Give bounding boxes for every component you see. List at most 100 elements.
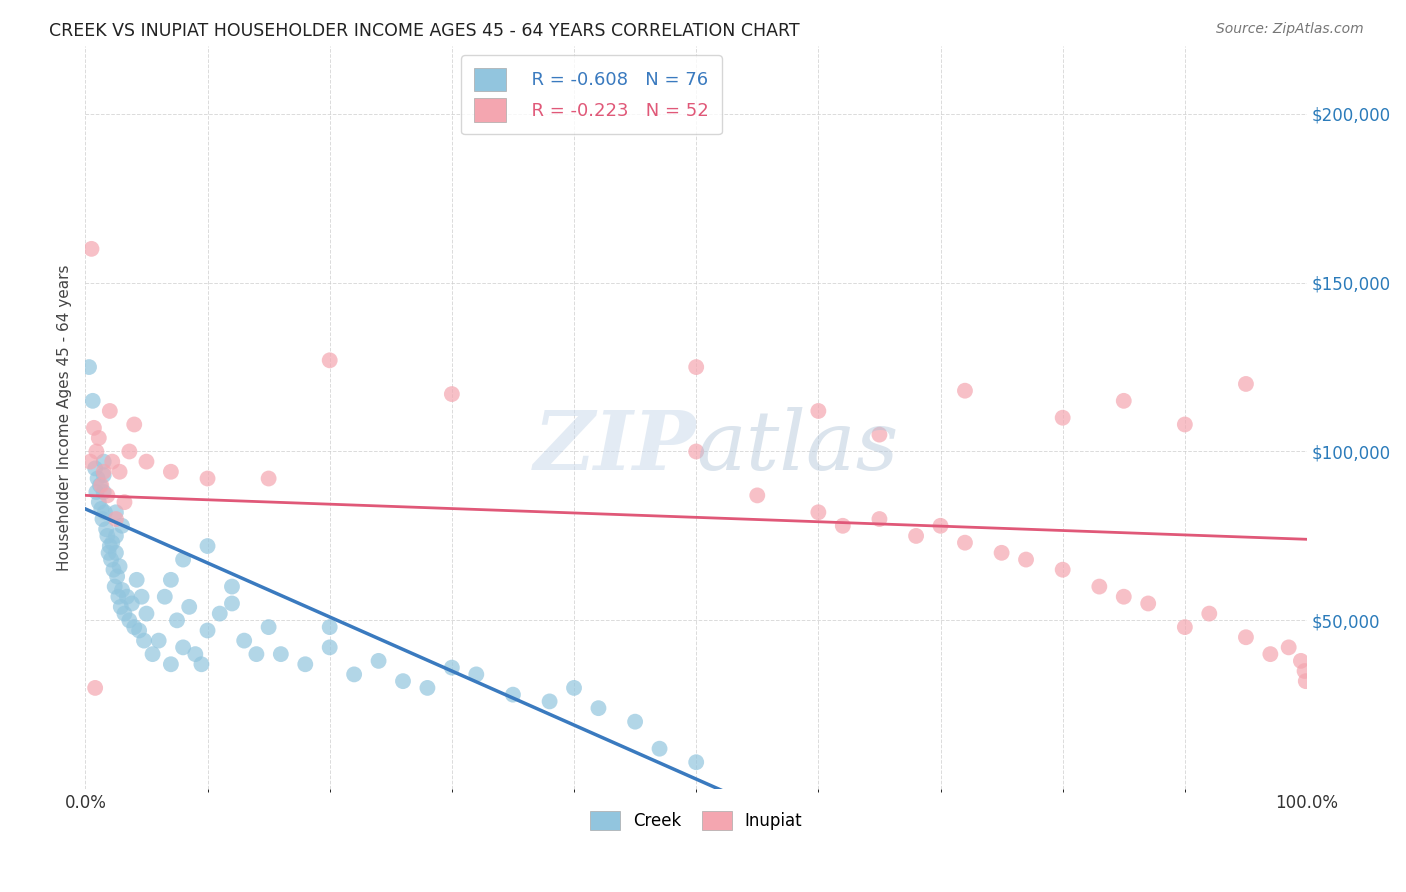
Text: atlas: atlas	[696, 408, 898, 487]
Point	[104, 512, 127, 526]
Point	[153, 590, 176, 604]
Point	[233, 633, 256, 648]
Point	[108, 465, 131, 479]
Point	[221, 597, 243, 611]
Point	[104, 546, 127, 560]
Point	[1137, 597, 1160, 611]
Point	[318, 353, 340, 368]
Point	[1015, 552, 1038, 566]
Point	[105, 569, 128, 583]
Point	[135, 455, 157, 469]
Point	[197, 471, 219, 485]
Point	[121, 597, 143, 611]
Point	[588, 701, 610, 715]
Point	[132, 633, 155, 648]
Point	[93, 468, 115, 483]
Point	[392, 674, 415, 689]
Point	[91, 512, 114, 526]
Point	[294, 657, 316, 672]
Point	[1112, 590, 1135, 604]
Point	[100, 552, 122, 566]
Point	[77, 360, 100, 375]
Point	[184, 647, 207, 661]
Point	[104, 529, 127, 543]
Point	[128, 624, 150, 638]
Point	[1234, 376, 1257, 391]
Point	[343, 667, 366, 681]
Point	[89, 478, 111, 492]
Point	[953, 384, 976, 398]
Point	[87, 431, 110, 445]
Point	[80, 242, 103, 256]
Point	[868, 427, 890, 442]
Point	[318, 620, 340, 634]
Point	[172, 552, 194, 566]
Point	[465, 667, 488, 681]
Point	[108, 559, 131, 574]
Point	[90, 478, 112, 492]
Point	[114, 607, 136, 621]
Point	[101, 535, 124, 549]
Text: Source: ZipAtlas.com: Source: ZipAtlas.com	[1216, 22, 1364, 37]
Point	[86, 485, 108, 500]
Point	[747, 488, 769, 502]
Point	[172, 640, 194, 655]
Point	[1260, 647, 1282, 661]
Point	[86, 471, 108, 485]
Point	[807, 404, 830, 418]
Point	[114, 495, 136, 509]
Point	[197, 624, 219, 638]
Point	[118, 613, 141, 627]
Point	[160, 573, 183, 587]
Point	[115, 590, 138, 604]
Point	[87, 495, 110, 509]
Point	[1052, 410, 1074, 425]
Point	[440, 660, 463, 674]
Text: ZIP: ZIP	[533, 408, 696, 487]
Point	[624, 714, 647, 729]
Point	[122, 417, 145, 432]
Point	[83, 421, 105, 435]
Text: CREEK VS INUPIAT HOUSEHOLDER INCOME AGES 45 - 64 YEARS CORRELATION CHART: CREEK VS INUPIAT HOUSEHOLDER INCOME AGES…	[49, 22, 800, 40]
Point	[1052, 563, 1074, 577]
Point	[367, 654, 389, 668]
Point	[831, 518, 853, 533]
Point	[131, 590, 153, 604]
Point	[685, 444, 707, 458]
Point	[98, 404, 121, 418]
Point	[86, 444, 108, 458]
Point	[125, 573, 148, 587]
Point	[208, 607, 231, 621]
Point	[103, 563, 125, 577]
Point	[685, 755, 707, 769]
Point	[416, 681, 439, 695]
Point	[197, 539, 219, 553]
Point	[807, 505, 830, 519]
Point	[94, 522, 117, 536]
Point	[929, 518, 952, 533]
Point	[104, 580, 127, 594]
Point	[97, 546, 120, 560]
Point	[160, 657, 183, 672]
Point	[142, 647, 165, 661]
Point	[190, 657, 212, 672]
Point	[135, 607, 157, 621]
Point	[1278, 640, 1301, 655]
Point	[905, 529, 928, 543]
Point	[79, 455, 101, 469]
Point	[98, 539, 121, 553]
Point	[166, 613, 188, 627]
Point	[1198, 607, 1220, 621]
Point	[953, 535, 976, 549]
Point	[245, 647, 267, 661]
Y-axis label: Householder Income Ages 45 - 64 years: Householder Income Ages 45 - 64 years	[58, 264, 72, 571]
Point	[101, 455, 124, 469]
Point	[148, 633, 170, 648]
Point	[1112, 393, 1135, 408]
Point	[502, 688, 524, 702]
Point	[93, 465, 115, 479]
Point	[90, 502, 112, 516]
Point	[96, 488, 118, 502]
Point	[257, 471, 280, 485]
Point	[111, 518, 134, 533]
